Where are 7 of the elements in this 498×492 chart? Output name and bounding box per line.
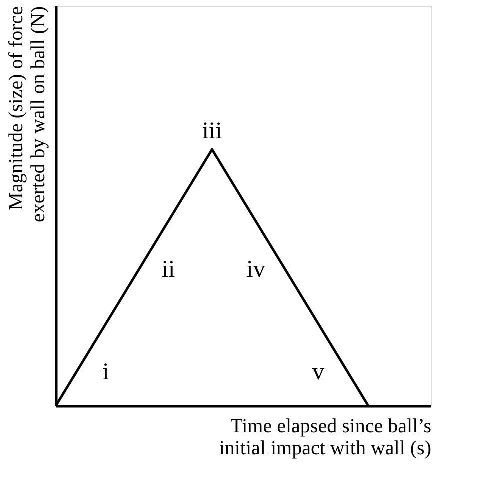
y-axis-title: Magnitude (size) of force exerted by wall on ball (N)	[6, 6, 50, 223]
annotation: v	[312, 360, 324, 386]
text: iii	[202, 118, 223, 145]
annotation: i	[102, 360, 110, 386]
annotation: iv	[246, 257, 266, 284]
annotation: ii	[162, 257, 176, 284]
x-axis-title: Time elapsed since ball’s initial impact with wall (s)	[219, 416, 432, 460]
